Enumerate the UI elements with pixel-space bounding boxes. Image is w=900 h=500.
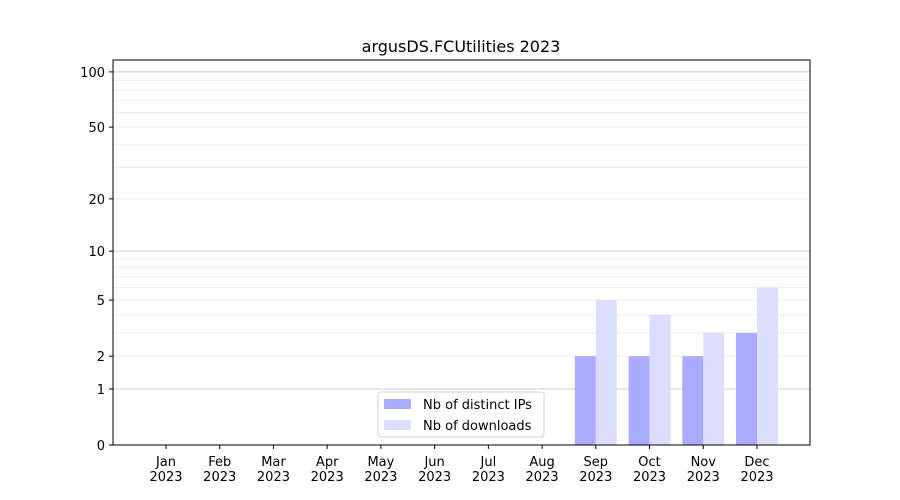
x-tick-label: Dec 2023 — [740, 455, 773, 485]
y-tick-label: 0 — [97, 439, 105, 454]
legend-label: Nb of downloads — [423, 419, 532, 434]
y-tick-label: 20 — [88, 193, 105, 208]
legend-label: Nb of distinct IPs — [423, 398, 532, 413]
bar-distinct-ips — [574, 356, 596, 445]
x-tick-label: Aug 2023 — [526, 455, 559, 485]
plot-frame — [112, 59, 811, 446]
y-tick-label: 100 — [80, 66, 105, 81]
x-tick-label: Nov 2023 — [687, 455, 720, 485]
x-tick-label: Jun 2023 — [418, 455, 451, 485]
x-tick-label: May 2023 — [364, 455, 397, 485]
legend-swatch — [384, 420, 411, 430]
legend-swatch — [384, 399, 411, 409]
bar-downloads — [595, 300, 617, 445]
bar-downloads — [649, 314, 671, 445]
x-tick-label: Apr 2023 — [311, 455, 344, 485]
bar-downloads — [757, 287, 778, 445]
x-tick-label: Feb 2023 — [203, 455, 236, 485]
x-tick-label: Jul 2023 — [472, 455, 505, 485]
x-tick-label: Mar 2023 — [257, 455, 290, 485]
bar-distinct-ips — [682, 356, 704, 445]
bar-downloads — [703, 332, 725, 445]
legend: Nb of distinct IPs Nb of downloads — [377, 391, 545, 438]
y-tick-label: 10 — [88, 245, 105, 260]
y-tick-label: 50 — [88, 121, 105, 136]
y-tick-label: 2 — [97, 350, 105, 365]
y-tick-label: 1 — [97, 383, 105, 398]
legend-box — [377, 391, 545, 438]
bar-distinct-ips — [628, 356, 650, 445]
chart-title: argusDS.FCUtilities 2023 — [362, 37, 561, 56]
x-tick-label: Sep 2023 — [579, 455, 612, 485]
x-tick-label: Oct 2023 — [633, 455, 666, 485]
y-tick-label: 5 — [97, 294, 105, 309]
x-tick-label: Jan 2023 — [149, 455, 182, 485]
bar-distinct-ips — [736, 332, 757, 445]
